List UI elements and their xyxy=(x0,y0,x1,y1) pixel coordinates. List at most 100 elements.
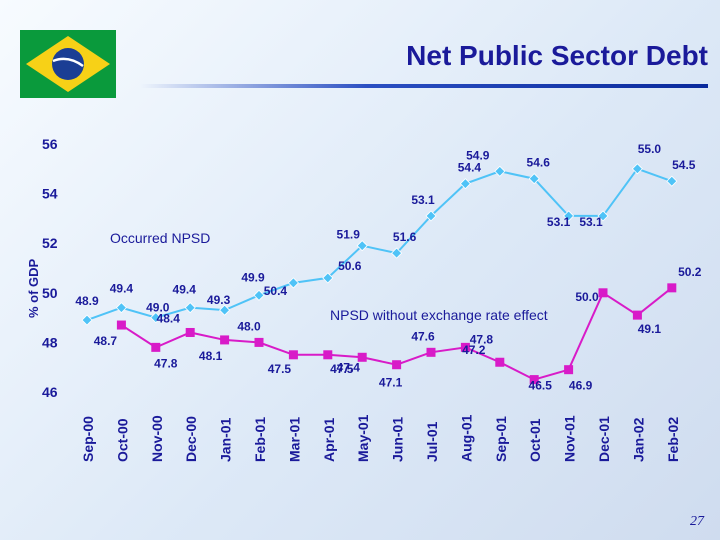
x-tick-label: Nov-01 xyxy=(562,415,578,462)
legend-occurred-npsd: Occurred NPSD xyxy=(110,230,210,246)
data-label-series-b: 49.1 xyxy=(638,322,662,336)
x-tick-label: Oct-00 xyxy=(114,418,130,462)
series-a-point xyxy=(253,289,265,301)
data-label-series-a: 50.4 xyxy=(264,284,288,298)
series-b-point xyxy=(254,337,264,347)
title-underline xyxy=(140,84,708,88)
y-tick-label: 52 xyxy=(42,235,58,251)
data-label-series-b: 50.0 xyxy=(575,290,599,304)
data-label-series-a: 51.9 xyxy=(337,228,361,242)
data-label-series-b: 47.5 xyxy=(268,362,292,376)
data-label-series-b: 50.2 xyxy=(678,265,702,279)
data-label-series-a: 53.1 xyxy=(547,215,571,229)
series-b-point xyxy=(667,283,677,293)
x-tick-label: Dec-00 xyxy=(183,416,199,462)
x-tick-label: Sep-00 xyxy=(80,416,96,462)
page-number: 27 xyxy=(690,514,704,529)
page-title: Net Public Sector Debt xyxy=(406,40,708,71)
data-label-series-a: 54.5 xyxy=(672,158,696,172)
data-label-series-b: 48.0 xyxy=(237,319,261,333)
y-tick-label: 48 xyxy=(42,334,58,350)
data-label-series-a: 54.6 xyxy=(527,156,551,170)
data-label-series-a: 49.4 xyxy=(110,282,134,296)
data-label-series-a: 49.9 xyxy=(241,270,265,284)
series-a-point xyxy=(219,304,231,316)
series-a-point xyxy=(459,178,471,190)
x-tick-label: Oct-01 xyxy=(527,418,543,462)
data-label-series-b: 47.6 xyxy=(411,329,435,343)
data-label-series-a: 54.4 xyxy=(458,161,482,175)
series-a-point xyxy=(81,314,93,326)
series-b-point xyxy=(116,320,126,330)
y-axis-tick-labels: 56 54 52 50 48 46 xyxy=(42,136,58,400)
x-tick-label: Apr-01 xyxy=(321,417,337,462)
series-b-point xyxy=(598,288,608,298)
x-tick-label: May-01 xyxy=(355,414,371,462)
series-b-point xyxy=(495,357,505,367)
data-label-series-b: 46.9 xyxy=(569,379,593,393)
data-label-series-a: 54.9 xyxy=(466,148,490,162)
series-a-line-group xyxy=(81,163,678,326)
y-tick-label: 56 xyxy=(42,136,58,152)
series-b-point xyxy=(323,350,333,360)
series-a-line xyxy=(86,167,673,322)
series-a-point xyxy=(494,165,506,177)
x-tick-label: Jan-01 xyxy=(218,417,234,462)
data-label-series-b: 48.1 xyxy=(199,349,223,363)
series-b-point xyxy=(564,365,574,375)
data-label-series-a: 49.3 xyxy=(207,293,231,307)
data-label-series-b: 48.4 xyxy=(157,311,181,325)
series-a-point xyxy=(287,277,299,289)
x-tick-label: Feb-02 xyxy=(665,417,681,462)
series-a-point xyxy=(391,247,403,259)
legend-npsd-without-exchange: NPSD without exchange rate effect xyxy=(330,307,548,323)
series-b-point xyxy=(460,342,470,352)
series-a-point xyxy=(631,163,643,175)
series-b-point xyxy=(357,352,367,362)
data-label-series-a: 53.1 xyxy=(411,193,435,207)
series-a-point xyxy=(425,210,437,222)
data-label-series-b: 47.5 xyxy=(330,362,354,376)
data-label-series-a: 51.6 xyxy=(393,230,417,244)
data-label-series-a: 49.0 xyxy=(146,301,170,315)
data-label-series-b: 47.2 xyxy=(462,343,486,357)
y-tick-label: 46 xyxy=(42,384,58,400)
x-tick-label: Jan-02 xyxy=(630,417,646,462)
y-tick-label: 50 xyxy=(42,285,58,301)
series-b-point xyxy=(632,310,642,320)
data-label-series-a: 48.9 xyxy=(75,294,99,308)
y-tick-label: 54 xyxy=(42,186,58,202)
series-b-point xyxy=(185,327,195,337)
series-a-point xyxy=(356,240,368,252)
data-label-series-b: 47.1 xyxy=(379,376,403,390)
series-a-point xyxy=(563,210,575,222)
series-b-line-group xyxy=(116,283,677,385)
series-b-point xyxy=(220,335,230,345)
series-b-point xyxy=(288,350,298,360)
series-b-point xyxy=(151,342,161,352)
x-tick-label: Jul-01 xyxy=(424,421,440,462)
data-label-series-a: 55.0 xyxy=(638,142,662,156)
x-tick-label: Jun-01 xyxy=(390,417,406,462)
data-label-series-b: 46.5 xyxy=(529,379,553,393)
data-labels: 48.949.449.049.449.349.950.450.651.9 51.6… xyxy=(75,142,701,393)
x-axis-tick-labels: Sep-00 Oct-00 Nov-00 Dec-00 Jan-01 Feb-01 Mar-… xyxy=(80,414,681,462)
series-a-point xyxy=(115,302,127,314)
series-a-point xyxy=(528,173,540,185)
data-label-series-b: 47.8 xyxy=(154,356,178,370)
series-a-point xyxy=(150,312,162,324)
data-label-series-b: 48.7 xyxy=(94,334,118,348)
data-label-series-a: 50.6 xyxy=(338,259,362,273)
x-tick-label: Feb-01 xyxy=(252,417,268,462)
data-label-series-b: 47.4 xyxy=(337,360,361,374)
x-tick-label: Nov-00 xyxy=(149,415,165,462)
series-b-point xyxy=(426,347,436,357)
data-label-series-b: 47.8 xyxy=(470,332,494,346)
series-a-point xyxy=(322,272,334,284)
x-tick-label: Dec-01 xyxy=(596,416,612,462)
series-a-point xyxy=(184,302,196,314)
x-tick-label: Sep-01 xyxy=(493,416,509,462)
brazil-flag-icon xyxy=(20,30,116,98)
series-b-point xyxy=(529,375,539,385)
